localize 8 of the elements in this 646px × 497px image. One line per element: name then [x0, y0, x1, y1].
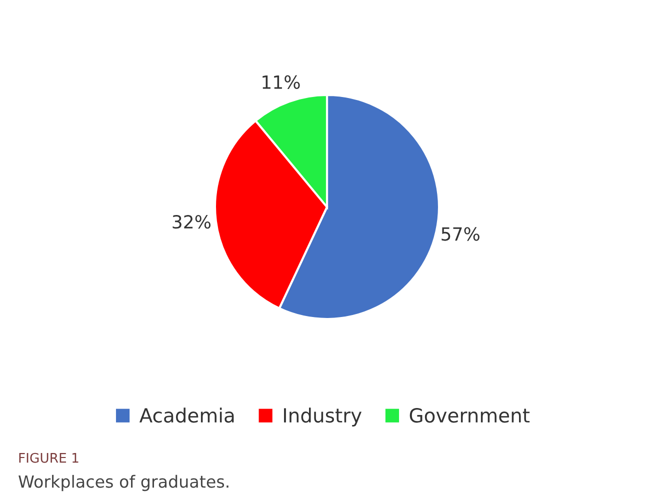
data-label: 57% [442, 227, 480, 241]
caption: FIGURE 1 [19, 452, 78, 463]
data-label: 32% [172, 215, 211, 229]
text: Workplaces of graduates. [18, 474, 228, 492]
legend-label: Academia [139, 408, 234, 423]
legend-label: Industry [284, 408, 362, 426]
legend-label: Government [410, 408, 530, 423]
data-label: 11% [262, 75, 300, 89]
